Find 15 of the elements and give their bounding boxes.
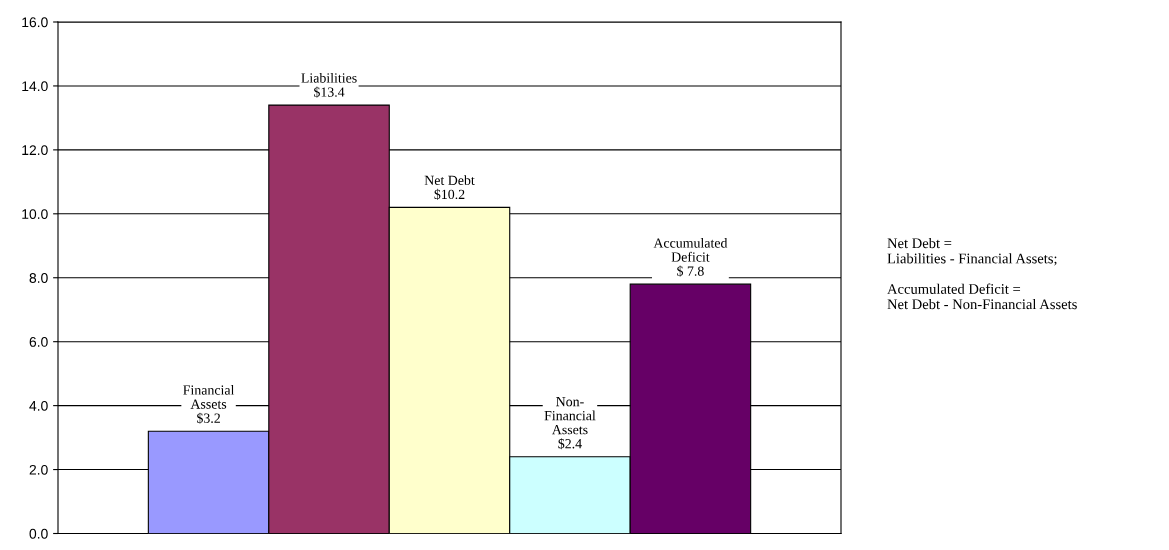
- data-label: Non- Financial Assets $2.4: [544, 397, 596, 450]
- y-tick-label: 6.0: [29, 337, 48, 347]
- y-tick-label: 12.0: [22, 145, 48, 156]
- y-tick-label: 8.0: [29, 273, 48, 283]
- data-label: Financial Assets $3.2: [183, 384, 235, 424]
- y-tick-label: 16.0: [22, 17, 48, 28]
- y-tick-label: 2.0: [29, 464, 48, 475]
- data-label: Accumulated Deficit $ 7.8: [653, 237, 728, 277]
- y-tick-label: 4.0: [29, 400, 48, 411]
- y-tick-label: 14.0: [22, 81, 48, 92]
- text: Net Debt = Liabilities - Financial Assets; Accumulated Deficit = Net Debt - Non-Financial Assets: [887, 237, 1077, 310]
- y-tick-label: 10.0: [22, 209, 48, 219]
- y-tick-label: 0.0: [29, 528, 48, 539]
- data-label: Net Debt $10.2: [424, 175, 475, 200]
- data-label: Liabilities $13.4: [301, 72, 357, 98]
